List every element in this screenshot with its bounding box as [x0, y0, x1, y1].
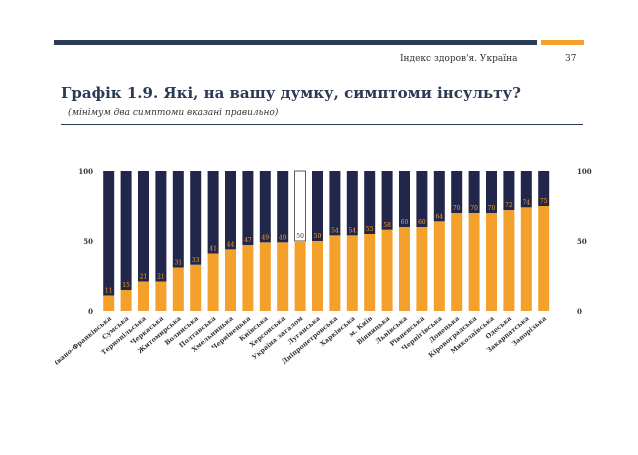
bar-remainder — [520, 171, 532, 208]
bar-remainder — [155, 171, 167, 282]
y-tick-label-right: 50 — [577, 237, 587, 246]
bar-value-label: 70 — [453, 205, 461, 212]
bar-remainder — [190, 171, 202, 265]
bar-value — [381, 229, 393, 311]
bar-value-label: 33 — [192, 257, 200, 264]
bar-value — [172, 267, 184, 311]
bar-remainder — [416, 171, 428, 227]
running-title: Індекс здоров'я. Україна — [400, 54, 518, 64]
bar-remainder — [346, 171, 358, 236]
bar-remainder — [259, 171, 271, 243]
figure-subtitle: (мінімум два симптоми вказані правильно) — [68, 108, 279, 118]
bar-value-label: 21 — [157, 274, 165, 281]
y-tick-label-right: 100 — [577, 167, 592, 176]
bar-value — [364, 234, 376, 311]
bar-remainder — [399, 171, 410, 227]
title-divider — [61, 124, 583, 125]
bar-value-label: 50 — [296, 233, 304, 240]
bar-value — [312, 241, 323, 311]
bar-value-label: 70 — [470, 205, 478, 212]
y-tick-label-left: 100 — [78, 167, 93, 176]
bar-value-label: 55 — [366, 226, 374, 233]
bar-value-label: 72 — [505, 202, 513, 209]
bar-value — [259, 242, 271, 311]
bar-value — [538, 206, 550, 311]
bar-value — [277, 242, 289, 311]
page-number: 37 — [565, 54, 577, 64]
header-accent-bar — [541, 40, 584, 45]
bar-value — [346, 235, 358, 311]
bar-value-label: 47 — [244, 237, 252, 244]
bar-value-label: 54 — [331, 227, 339, 234]
bar-value-label: 54 — [348, 227, 356, 234]
bar-value-label: 75 — [540, 198, 548, 205]
bar-value — [520, 207, 532, 311]
header-bar — [54, 40, 537, 45]
bar-value-label: 74 — [522, 199, 530, 206]
bar-value-label: 44 — [227, 241, 235, 248]
bar-value — [468, 213, 480, 311]
bar-remainder — [364, 171, 376, 234]
bar-value-label: 49 — [279, 234, 287, 241]
bar-remainder — [242, 171, 254, 246]
bar-remainder — [172, 171, 184, 268]
bar-value — [225, 249, 236, 311]
figure-title: Графік 1.9. Які, на вашу думку, симптоми… — [61, 84, 521, 102]
bar-remainder — [225, 171, 236, 250]
bar-value — [190, 264, 202, 311]
bar-value — [433, 221, 445, 311]
y-tick-label-left: 50 — [83, 237, 93, 246]
bar-value — [155, 281, 167, 311]
bar-value — [451, 213, 463, 311]
bar-value — [103, 295, 115, 311]
bar-value-label: 21 — [140, 274, 148, 281]
bar-remainder — [138, 171, 149, 282]
bar-remainder — [103, 171, 115, 296]
bar-value-label: 11 — [105, 288, 113, 295]
bar-value-label: 64 — [435, 213, 443, 220]
bar-value — [399, 227, 410, 311]
bar-remainder — [468, 171, 480, 213]
bar-value-label: 50 — [314, 233, 322, 240]
bar-remainder — [538, 171, 550, 206]
bar-remainder — [294, 170, 307, 242]
bar-value-label: 31 — [174, 260, 182, 267]
y-tick-label-left: 0 — [88, 307, 93, 316]
bar-remainder — [312, 171, 323, 241]
bar-value — [416, 227, 428, 311]
bar-value — [329, 235, 341, 311]
bar-remainder — [329, 171, 341, 236]
bar-value — [294, 241, 306, 311]
bar-remainder — [277, 171, 289, 243]
bar-value-label: 15 — [122, 282, 130, 289]
bar-value-label: 70 — [488, 205, 496, 212]
bar-value — [207, 253, 219, 311]
y-tick-label-right: 0 — [577, 307, 582, 316]
bar-value-label: 60 — [418, 219, 426, 226]
bar-remainder — [120, 171, 132, 290]
bar-remainder — [381, 171, 393, 230]
bar-value — [138, 281, 149, 311]
bar-remainder — [433, 171, 445, 222]
bar-remainder — [503, 171, 515, 211]
bar-remainder — [486, 171, 497, 213]
bar-value-label: 49 — [261, 234, 269, 241]
bar-remainder — [207, 171, 219, 254]
bar-value — [503, 210, 515, 311]
bar-value — [242, 245, 254, 311]
bar-value — [120, 290, 132, 311]
bar-value-label: 58 — [383, 222, 391, 229]
bar-value-label: 41 — [209, 246, 217, 253]
bar-remainder — [451, 171, 463, 213]
bar-value — [486, 213, 497, 311]
bar-value-label: 60 — [401, 219, 409, 226]
